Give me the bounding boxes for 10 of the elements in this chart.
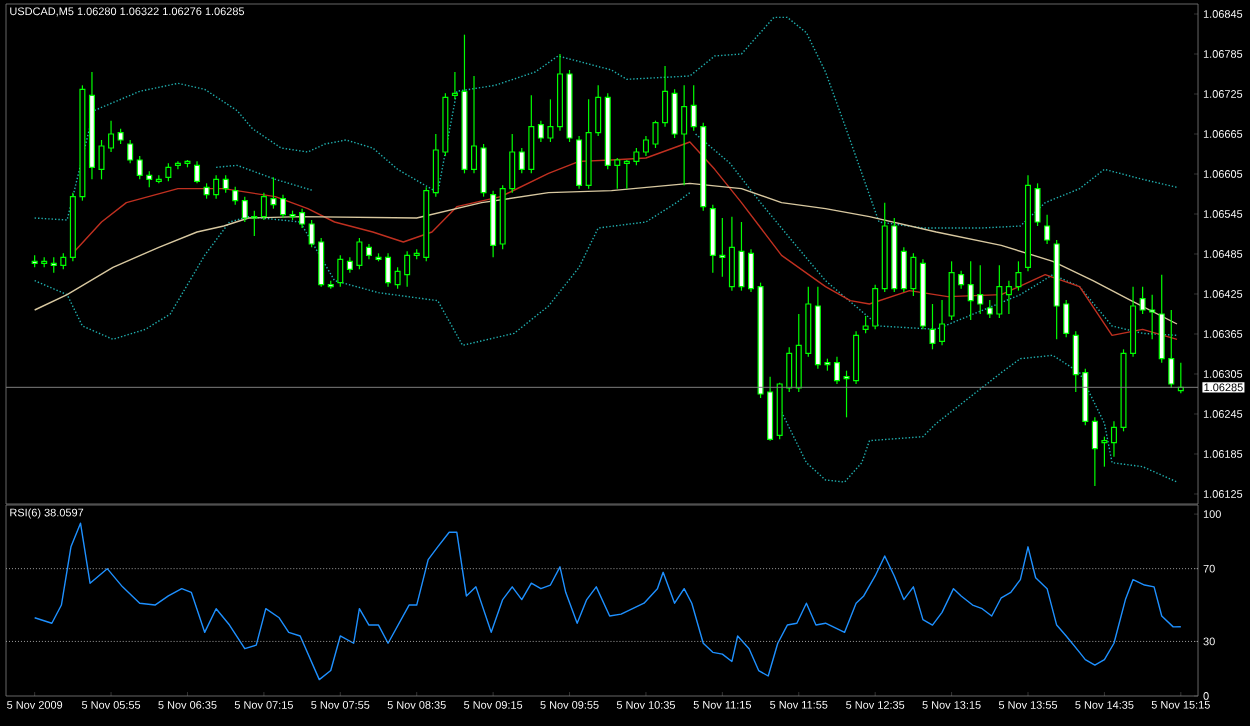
candlestick: [337, 254, 344, 288]
line-series: [33, 16, 1178, 229]
line-series: [33, 522, 1182, 681]
candlestick: [194, 160, 201, 184]
candlestick: [127, 139, 134, 164]
candlestick: [480, 143, 487, 198]
candlestick: [1044, 214, 1051, 245]
candlestick: [576, 135, 583, 190]
line-series: [33, 182, 1178, 325]
line-series: [70, 141, 1178, 341]
